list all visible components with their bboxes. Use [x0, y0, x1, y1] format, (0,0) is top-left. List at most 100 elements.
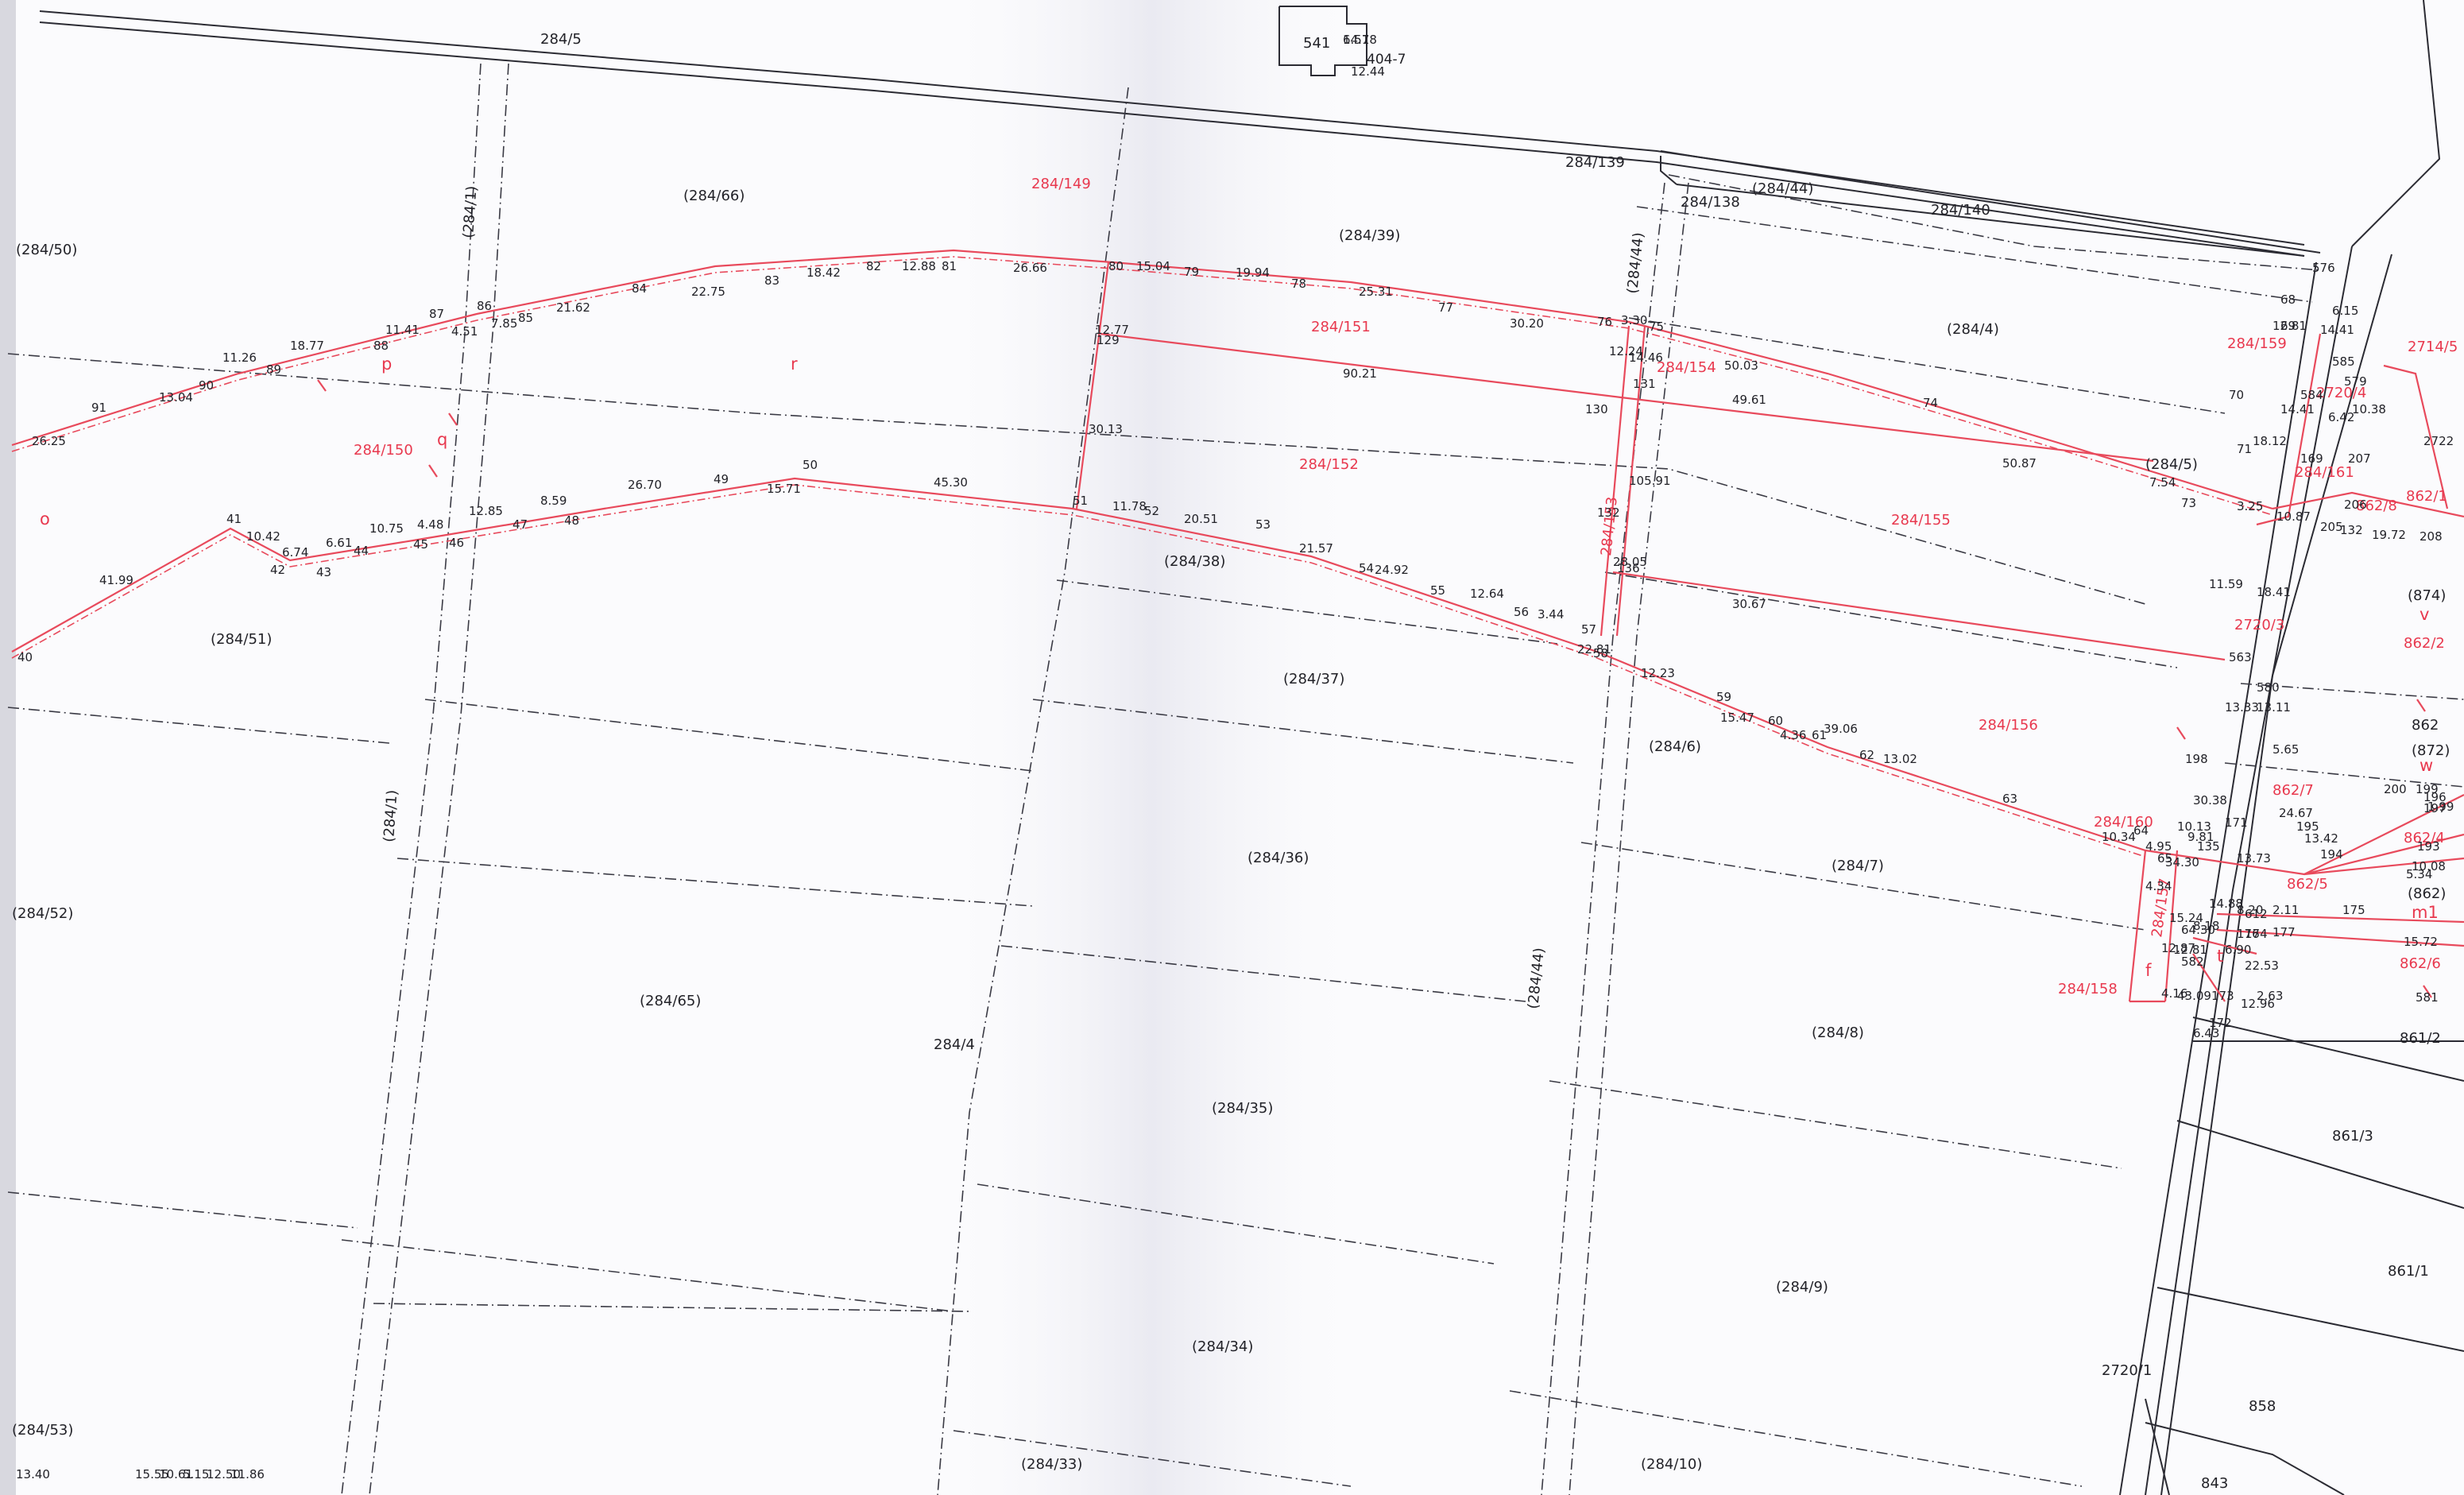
parcel-label: (284/8)	[1812, 1024, 1864, 1041]
parcel-label: (284/35)	[1212, 1100, 1273, 1117]
point-label: 612	[2245, 907, 2268, 921]
point-label: 6.43	[2193, 1026, 2219, 1040]
point-label: 85	[518, 311, 533, 325]
point-label: 61	[1812, 728, 1827, 742]
point-label: 49	[714, 472, 729, 486]
point-label: 5.65	[2273, 742, 2299, 757]
point-label: 52	[1144, 504, 1159, 518]
new-parcel-label: 284/156	[1979, 717, 2038, 734]
point-label: 18.77	[290, 339, 324, 353]
point-label: 174	[2245, 927, 2268, 941]
point-labels: 26.25 91 13.04 90 11.26 89 18.77 88 11.41 87 4.51 8…	[16, 33, 2454, 1481]
point-label: 19.72	[2372, 528, 2406, 542]
parcel-label: (284/37)	[1283, 671, 1344, 687]
point-label: 580	[2257, 680, 2280, 695]
point-label: 581	[2416, 990, 2439, 1005]
new-parcel-label: 284/159	[2227, 335, 2287, 352]
point-label: 58	[1593, 646, 1608, 660]
point-label: 70	[2229, 388, 2244, 402]
point-label: 11.78	[1112, 499, 1147, 513]
point-label: 60	[1768, 714, 1783, 728]
point-label: 171	[2225, 815, 2248, 830]
point-label: 68	[2280, 292, 2296, 307]
existing-boundaries	[39, 0, 2464, 1495]
point-label: 6.74	[282, 545, 308, 560]
point-label: 4.48	[417, 517, 443, 532]
point-label: 4.36	[1780, 728, 1806, 742]
point-label: 43.09	[2177, 989, 2211, 1003]
point-label: 10.34	[2102, 830, 2136, 844]
point-label: 28.05	[1613, 555, 1647, 569]
point-label: 45.30	[934, 475, 968, 490]
point-label: 169	[2300, 451, 2323, 466]
point-label: 7.54	[2149, 475, 2176, 490]
point-label: 75	[1649, 320, 1664, 334]
parcel-label: (284/7)	[1832, 858, 1884, 874]
parcel-label: 284/138	[1681, 194, 1740, 211]
point-label: 45	[413, 537, 428, 552]
point-label: 12.44	[1351, 64, 1385, 79]
point-label: 77	[1438, 300, 1453, 315]
point-label: 194	[2320, 847, 2343, 862]
parcel-label: (284/1)	[381, 789, 401, 842]
new-parcel-label: f	[2145, 961, 2152, 980]
parcel-label: (284/66)	[683, 188, 745, 204]
point-label: 63	[2002, 792, 2017, 806]
parcel-label: (284/52)	[12, 905, 73, 922]
point-label: 6.90	[2225, 943, 2251, 957]
point-label: 11.59	[2209, 577, 2243, 591]
point-label: 2.11	[2273, 903, 2299, 917]
point-label: 579	[2344, 374, 2367, 389]
point-label: 13.42	[2304, 831, 2338, 846]
point-label: 78	[1291, 277, 1306, 291]
point-label: 6.15	[2332, 304, 2358, 318]
point-label: 9.81	[2187, 830, 2214, 844]
parcel-label: 843	[2201, 1475, 2228, 1492]
point-label: 582	[2181, 955, 2204, 969]
point-label: 12.50	[207, 1467, 241, 1481]
labels-new: 284/149 284/151 284/152 284/154 284/153 …	[40, 176, 2458, 997]
point-label: 51	[1073, 494, 1088, 508]
point-label: 34.30	[2165, 855, 2199, 870]
new-boundaries	[11, 249, 2464, 1003]
point-label: 5.34	[2406, 867, 2432, 881]
point-label: 14.46	[1629, 351, 1663, 365]
point-label: 88	[373, 339, 389, 353]
point-label: 80	[1108, 259, 1124, 273]
point-label: 74	[1923, 396, 1938, 410]
new-parcel-label: r	[791, 354, 798, 374]
point-label: 26.66	[1013, 261, 1047, 275]
point-label: 13.02	[1883, 752, 1917, 766]
point-label: 563	[2229, 650, 2252, 664]
point-label: 69	[2280, 319, 2296, 333]
point-label: 11.26	[222, 351, 257, 365]
parcel-label: (862)	[2408, 885, 2446, 902]
point-label: 54	[1359, 561, 1374, 575]
point-label: 15.71	[767, 482, 801, 496]
parcel-label: 284/140	[1931, 202, 1990, 219]
parcel-label: 858	[2249, 1398, 2276, 1415]
point-label: 585	[2332, 354, 2355, 369]
point-label: 56	[1514, 605, 1529, 619]
point-label: 12.88	[902, 259, 936, 273]
point-label: 50.03	[1724, 358, 1758, 373]
point-label: 24.92	[1375, 563, 1409, 577]
parcel-label: 284/5	[540, 31, 582, 48]
parcel-label: (284/50)	[16, 242, 77, 258]
new-parcel-label: 284/161	[2295, 464, 2354, 481]
point-label: 13.40	[16, 1467, 50, 1481]
new-parcel-label: 862/7	[2273, 782, 2314, 799]
parcel-label: 861/2	[2400, 1030, 2441, 1047]
point-label: 130	[1585, 402, 1608, 416]
point-label: 206	[2344, 498, 2367, 512]
point-label: 13.73	[2237, 851, 2271, 866]
point-label: 19.94	[1236, 265, 1270, 280]
point-label: 21.57	[1299, 541, 1333, 556]
point-label: 177	[2273, 925, 2296, 939]
point-label: 193	[2417, 839, 2440, 854]
point-label: 175	[2342, 903, 2365, 917]
point-label: 26.70	[628, 478, 662, 492]
parcel-label: 861/1	[2388, 1263, 2429, 1280]
point-label: 7.85	[491, 316, 517, 331]
parcel-label: 2720/1	[2102, 1362, 2152, 1379]
